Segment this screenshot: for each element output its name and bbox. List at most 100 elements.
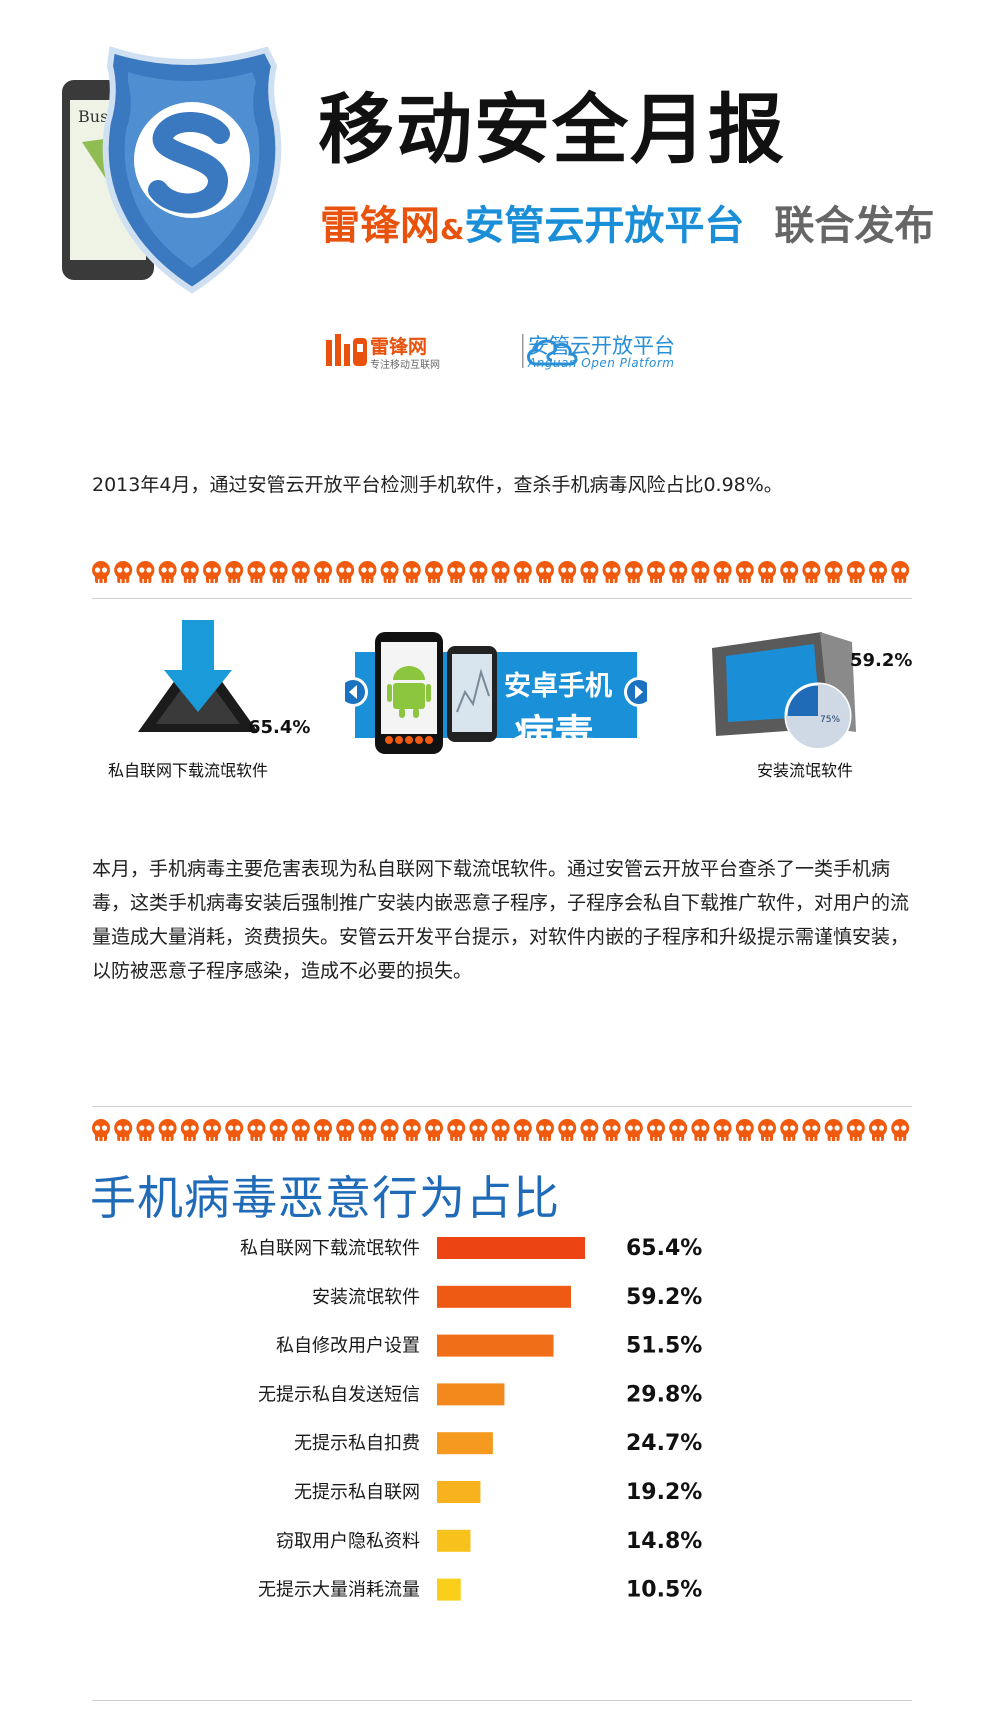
- anguan-logo-text: 安管云开放平台: [528, 334, 675, 358]
- anguan-cloud-logo-icon: [527, 339, 578, 366]
- pie-chart-icon: 75%: [784, 682, 852, 750]
- skull-icon: [758, 1119, 776, 1141]
- skull-icon: [869, 1119, 887, 1141]
- download-arrow-icon: [164, 620, 232, 712]
- skull-icon: [247, 561, 266, 583]
- bar-value-label: 19.2%: [626, 1480, 702, 1505]
- skull-icon: [269, 561, 288, 583]
- skull-icon: [891, 1119, 910, 1141]
- footer-divider: [92, 1700, 912, 1701]
- skull-icon: [780, 561, 799, 583]
- skull-icon: [846, 561, 865, 583]
- skull-icon: [669, 561, 688, 583]
- section-divider: [92, 1106, 912, 1107]
- skull-icon: [491, 561, 510, 583]
- bar-category-label: 无提示私自扣费: [294, 1433, 420, 1454]
- skull-icon: [669, 1119, 688, 1141]
- skull-icon: [92, 1119, 110, 1141]
- bar: [437, 1529, 471, 1552]
- bar-value-label: 10.5%: [626, 1578, 702, 1603]
- bar-value-label: 24.7%: [626, 1431, 702, 1456]
- skull-icon: [824, 1119, 843, 1141]
- skull-icon: [92, 561, 110, 583]
- skull-icon: [758, 561, 776, 583]
- leiphone-slogan: 专注移动互联网: [370, 360, 440, 371]
- bar: [437, 1285, 571, 1308]
- skull-icon: [624, 1119, 643, 1141]
- skull-icon: [691, 561, 710, 583]
- bar-category-label: 私自修改用户设置: [276, 1336, 420, 1357]
- skull-icon: [402, 1119, 421, 1141]
- skull-icon: [380, 561, 399, 583]
- skull-icon: [425, 1119, 443, 1141]
- skull-icon: [380, 1119, 399, 1141]
- bar-category-label: 私自联网下载流氓软件: [240, 1238, 420, 1259]
- skull-icon: [314, 1119, 332, 1141]
- skull-icon: [402, 561, 421, 583]
- monitor-pie-illustration: 75%: [712, 632, 856, 750]
- skull-icon: [203, 1119, 221, 1141]
- skull-divider-row: [92, 561, 910, 583]
- skull-icon: [314, 561, 332, 583]
- skull-icon: [647, 1119, 665, 1141]
- skull-icon: [536, 561, 554, 583]
- skull-icon: [269, 1119, 288, 1141]
- download-percentage: 65.4%: [248, 717, 311, 738]
- leiphone-logo-text: 雷锋网: [370, 336, 428, 358]
- publisher-line: 雷锋网&安管云开放平台 联合发布: [320, 206, 934, 246]
- skull-icon: [136, 561, 155, 583]
- phone-screen-text: Busi: [78, 107, 113, 126]
- skull-icon: [136, 1119, 155, 1141]
- skull-icon: [425, 561, 443, 583]
- bar-value-label: 59.2%: [626, 1285, 702, 1310]
- skull-icon: [225, 1119, 244, 1141]
- skull-icon: [602, 1119, 621, 1141]
- skull-icon: [513, 561, 532, 583]
- skull-icon: [114, 1119, 133, 1141]
- intro-text: 2013年4月，通过安管云开放平台检测手机软件，查杀手机病毒风险占比0.98%。: [92, 474, 783, 496]
- bar-value-label: 65.4%: [626, 1236, 702, 1261]
- skull-icon: [558, 561, 577, 583]
- android-virus-banner: [345, 632, 647, 754]
- skull-icon: [624, 561, 643, 583]
- bar-category-label: 无提示大量消耗流量: [258, 1580, 420, 1601]
- skull-icon: [336, 1119, 355, 1141]
- skull-icon: [336, 561, 355, 583]
- skull-icon: [291, 561, 310, 583]
- skull-icon: [713, 561, 732, 583]
- partner-logos: [326, 334, 578, 368]
- skull-icon: [824, 561, 843, 583]
- body-paragraph: 本月，手机病毒主要危害表现为私自联网下载流氓软件。通过安管云开放平台查杀了一类手…: [92, 858, 910, 982]
- leiphone-logo-icon: [326, 334, 367, 366]
- bar: [437, 1432, 493, 1455]
- publisher-anguan: 安管云开放平台: [464, 203, 745, 249]
- publisher-ampersand: &: [440, 213, 465, 246]
- skull-icon: [158, 561, 177, 583]
- install-label: 安装流氓软件: [757, 761, 854, 780]
- behavior-bar-chart: 私自联网下载流氓软件 65.4% 安装流氓软件 59.2% 私自修改用户设置 51.5% 无…: [240, 1236, 702, 1603]
- skull-icon: [869, 561, 887, 583]
- banner-title: 安卓手机: [504, 671, 612, 702]
- skull-icon: [735, 1119, 754, 1141]
- section-divider: [92, 598, 912, 599]
- chevron-right-icon: [635, 685, 643, 699]
- bar: [437, 1578, 461, 1601]
- banner-subtitle: 病毒: [514, 712, 594, 758]
- android-robot-icon: [387, 666, 431, 718]
- page-title: 移动安全月报: [318, 85, 786, 174]
- skull-icon: [114, 561, 133, 583]
- publisher-joint-release: 联合发布: [774, 203, 935, 249]
- skull-icon: [691, 1119, 710, 1141]
- chart-title: 手机病毒恶意行为占比: [90, 1171, 560, 1225]
- download-label: 私自联网下载流氓软件: [108, 761, 269, 780]
- bar-category-label: 安装流氓软件: [312, 1287, 420, 1308]
- skull-icon: [180, 1119, 199, 1141]
- download-arrow-illustration: [138, 620, 258, 732]
- bar-value-label: 14.8%: [626, 1529, 702, 1554]
- skull-icon: [247, 1119, 266, 1141]
- skull-icon: [291, 1119, 310, 1141]
- chevron-left-icon: [349, 685, 357, 699]
- phone-skull-icons: [385, 736, 433, 744]
- skull-icon: [558, 1119, 577, 1141]
- bar: [437, 1481, 481, 1503]
